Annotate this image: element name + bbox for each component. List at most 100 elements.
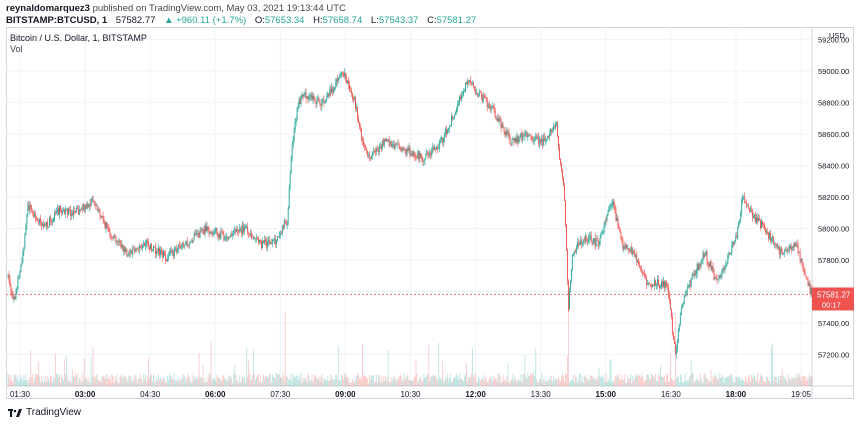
- price-tick-label: 59200.00: [818, 36, 849, 45]
- volume-bar: [96, 375, 98, 386]
- volume-bar: [591, 375, 593, 386]
- volume-bar: [609, 360, 611, 386]
- volume-bar: [501, 382, 503, 386]
- volume-bar: [86, 380, 88, 386]
- candle-body: [757, 217, 758, 221]
- candle-body: [191, 241, 193, 243]
- volume-bar: [405, 377, 407, 386]
- candle-body: [472, 82, 474, 87]
- candle-body: [637, 259, 639, 263]
- volume-bar: [25, 374, 27, 386]
- brand-name[interactable]: TradingView: [26, 407, 82, 418]
- author-name[interactable]: reynaldomarquez3: [6, 3, 90, 14]
- candle-body: [747, 205, 749, 207]
- volume-bar: [464, 374, 466, 386]
- volume-bar: [262, 379, 263, 386]
- candle-body: [154, 246, 155, 248]
- candle-body: [677, 329, 679, 343]
- volume-bar: [432, 376, 434, 386]
- volume-bar: [803, 376, 805, 386]
- candle-body: [767, 232, 769, 239]
- candle-body: [307, 96, 309, 100]
- volume-bar: [323, 378, 325, 386]
- volume-bar: [811, 376, 813, 386]
- candle-body: [145, 243, 147, 247]
- volume-bar: [296, 376, 298, 386]
- volume-bar: [7, 373, 9, 386]
- candle-body: [157, 251, 158, 253]
- volume-bar: [481, 378, 483, 386]
- volume-bar: [225, 378, 227, 386]
- candle-body: [744, 196, 746, 202]
- volume-bar: [507, 363, 509, 386]
- volume-bar: [713, 378, 715, 386]
- candle-body: [674, 343, 676, 354]
- candle-body: [262, 240, 263, 249]
- volume-bar: [664, 375, 665, 386]
- candle-body: [28, 205, 30, 210]
- volume-bar: [526, 379, 528, 386]
- candle-body: [544, 137, 546, 142]
- volume-bar: [755, 379, 757, 386]
- volume-bar: [545, 381, 547, 386]
- candle-body: [714, 277, 716, 280]
- candle-body: [268, 239, 270, 244]
- volume-bar: [519, 381, 521, 386]
- candle-body: [337, 78, 339, 82]
- candle-body: [740, 213, 742, 220]
- volume-bar: [132, 379, 134, 386]
- candle-body: [638, 259, 640, 265]
- candle-body: [65, 208, 67, 211]
- candle-body: [547, 135, 549, 139]
- volume-bar: [736, 376, 738, 386]
- candle-body: [444, 133, 446, 139]
- volume-bar: [728, 376, 730, 386]
- volume-bar: [683, 380, 685, 386]
- candle-body: [585, 235, 587, 242]
- candle-body: [748, 205, 750, 209]
- candle-body: [364, 146, 366, 149]
- volume-bar: [368, 374, 370, 386]
- volume-bar: [42, 380, 44, 386]
- candle-body: [328, 93, 330, 96]
- candle-body: [214, 229, 216, 233]
- volume-bar: [29, 380, 31, 386]
- volume-bar: [242, 374, 244, 386]
- volume-bar: [364, 375, 365, 386]
- candle-body: [202, 228, 204, 231]
- volume-bar: [703, 373, 705, 386]
- candle-body: [581, 242, 583, 245]
- candle-body: [617, 218, 619, 227]
- volume-bar: [378, 375, 380, 386]
- volume-bar: [680, 374, 682, 386]
- candle-body: [541, 138, 543, 143]
- candle-body: [774, 244, 776, 246]
- volume-bar: [747, 382, 749, 386]
- candle-body: [521, 133, 523, 141]
- volume-bar: [50, 375, 52, 386]
- volume-bar: [348, 377, 350, 386]
- volume-bar: [771, 343, 773, 386]
- volume-bar: [283, 379, 285, 386]
- volume-bar: [582, 382, 584, 386]
- volume-bar: [265, 376, 267, 386]
- candle-body: [153, 246, 155, 250]
- candle-body: [532, 138, 534, 141]
- candle-body: [582, 239, 584, 243]
- candle-body: [13, 297, 15, 300]
- volume-bar: [56, 373, 57, 386]
- candle-body: [33, 212, 35, 217]
- volume-bar: [466, 381, 468, 386]
- volume-bar: [91, 376, 93, 386]
- price-countdown: 00:17: [822, 300, 841, 309]
- candle-body: [746, 203, 748, 207]
- candle-body: [665, 282, 667, 286]
- volume-bar: [377, 373, 379, 386]
- candle-body: [525, 132, 527, 135]
- candle-body: [375, 148, 377, 152]
- volume-bar: [704, 373, 706, 386]
- volume-bar: [382, 376, 384, 386]
- volume-bar: [44, 380, 46, 386]
- volume-bar: [278, 374, 280, 386]
